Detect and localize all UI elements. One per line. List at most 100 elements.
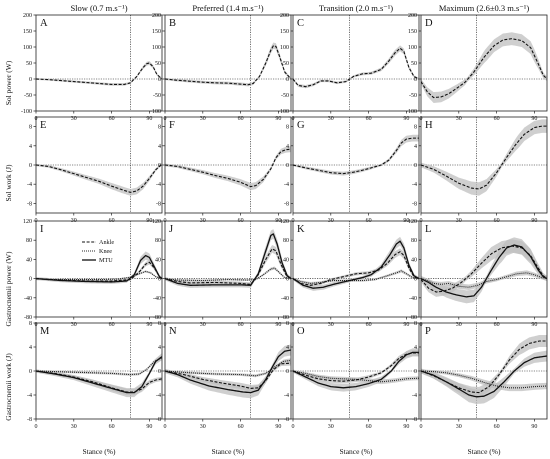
x-tick-label: 60 xyxy=(238,424,244,430)
panel-e: -8 -4 0 4 8 0 30 60 90 E xyxy=(27,116,163,224)
series-line-ankle xyxy=(165,148,291,188)
x-label-slow: Stance (%) xyxy=(82,447,116,456)
y-tick-label: -8 xyxy=(27,417,32,423)
y-tick-label: 0 xyxy=(414,369,417,375)
x-label-transition: Stance (%) xyxy=(339,447,373,456)
panel-data xyxy=(36,221,162,317)
y-tick-label: -100 xyxy=(278,109,289,115)
y-tick-label: 4 xyxy=(414,345,417,351)
y-tick-label: 4 xyxy=(414,144,417,150)
panel-j: -80 -40 0 40 80 120 0 30 60 90 J xyxy=(152,219,292,328)
panel-o: -8 -4 0 4 8 0 30 60 90 O xyxy=(284,321,420,430)
panel-grid: -100 -50 0 50 100 150 200 0 30 60 90 A -100 -50 0 50 100… xyxy=(21,13,548,430)
y-tick-label: 80 xyxy=(155,238,161,244)
sd-band-ankle xyxy=(421,239,547,297)
y-label-gastrocnemii-power: Gastrocnemii power (W) xyxy=(4,251,13,326)
y-tick-label: 8 xyxy=(286,321,289,327)
x-tick-label: 60 xyxy=(109,322,115,328)
sd-band-mtu xyxy=(421,350,547,404)
y-tick-label: 40 xyxy=(411,257,417,263)
sd-band-mtu xyxy=(165,344,291,399)
x-tick-label: 30 xyxy=(456,116,462,122)
sd-band-ankle xyxy=(421,32,547,104)
sd-band-knee xyxy=(293,269,419,285)
x-tick-label: 60 xyxy=(494,116,500,122)
y-tick-label: 50 xyxy=(411,61,417,67)
panel-i: -80 -40 0 40 80 120 0 30 60 90 I xyxy=(23,219,163,328)
panel-g: -8 -4 0 4 8 0 30 60 90 G xyxy=(284,116,420,224)
y-tick-label: 0 xyxy=(29,277,32,283)
y-tick-label: 120 xyxy=(280,219,289,225)
panel-n: -8 -4 0 4 8 0 30 60 90 N xyxy=(156,321,292,430)
column-title-preferred: Preferred (1.4 m.s⁻¹) xyxy=(192,3,263,13)
y-tick-label: 0 xyxy=(158,369,161,375)
x-tick-label: 30 xyxy=(328,424,334,430)
y-tick-label: -8 xyxy=(284,417,289,423)
legend-label-knee: Knee xyxy=(99,248,112,255)
x-tick-label: 90 xyxy=(403,424,409,430)
y-tick-label: 0 xyxy=(414,77,417,83)
sd-band-mtu xyxy=(165,229,291,288)
column-titles: Slow (0.7 m.s⁻¹) Preferred (1.4 m.s⁻¹) T… xyxy=(70,3,529,13)
y-tick-label: 80 xyxy=(283,238,289,244)
sd-band-knee xyxy=(165,266,291,282)
x-tick-label: 90 xyxy=(403,116,409,122)
x-tick-label: 30 xyxy=(456,322,462,328)
x-tick-label: 60 xyxy=(366,322,372,328)
y-tick-label: -8 xyxy=(412,417,417,423)
panel-letter: P xyxy=(425,326,431,337)
y-tick-label: 0 xyxy=(286,163,289,169)
y-tick-label: 120 xyxy=(408,219,417,225)
series-line-ankle xyxy=(165,248,291,285)
panel-data xyxy=(36,323,162,419)
series-line-ankle xyxy=(293,47,419,88)
y-tick-label: -4 xyxy=(27,393,32,399)
y-tick-label: 100 xyxy=(23,45,32,51)
x-tick-label: 90 xyxy=(531,116,537,122)
y-tick-label: 0 xyxy=(414,277,417,283)
y-tick-label: 150 xyxy=(280,29,289,35)
sd-band-ankle xyxy=(36,162,162,196)
series-line-ankle xyxy=(165,362,291,389)
panel-data xyxy=(421,117,547,213)
series-line-mtu xyxy=(165,233,291,286)
x-tick-label: 90 xyxy=(275,322,281,328)
x-tick-label: 60 xyxy=(494,322,500,328)
y-tick-label: -40 xyxy=(409,296,417,302)
sd-band-mtu xyxy=(421,237,547,304)
x-tick-label: 30 xyxy=(200,116,206,122)
y-tick-label: 8 xyxy=(414,321,417,327)
panel-data xyxy=(421,15,547,111)
y-tick-label: -80 xyxy=(24,315,32,321)
y-tick-label: 100 xyxy=(152,45,161,51)
panel-frame xyxy=(164,14,292,112)
y-tick-label: 0 xyxy=(29,77,32,83)
y-label-sol-power: Sol power (W) xyxy=(4,60,13,105)
panel-frame xyxy=(35,14,163,112)
y-tick-label: 40 xyxy=(155,257,161,263)
panel-letter: D xyxy=(425,18,433,29)
y-tick-label: 8 xyxy=(286,125,289,131)
x-tick-label: 30 xyxy=(456,424,462,430)
x-tick-label: 0 xyxy=(420,424,423,430)
panel-frame xyxy=(292,14,420,112)
panel-letter: G xyxy=(297,120,305,131)
y-label-gastrocnemii-work: Gastrocnemii work (J) xyxy=(4,353,13,421)
x-tick-label: 60 xyxy=(366,424,372,430)
y-tick-label: 0 xyxy=(158,163,161,169)
panel-letter: N xyxy=(169,326,177,337)
panel-letter: F xyxy=(169,120,175,131)
sd-band-ankle xyxy=(165,146,291,191)
y-tick-label: 80 xyxy=(26,238,32,244)
panel-letter: C xyxy=(297,18,304,29)
y-tick-label: 4 xyxy=(29,345,32,351)
y-tick-label: 0 xyxy=(286,77,289,83)
x-tick-label: 90 xyxy=(146,322,152,328)
sd-band-knee xyxy=(36,355,162,376)
y-tick-label: -4 xyxy=(156,182,161,188)
x-tick-label: 30 xyxy=(200,424,206,430)
panel-data xyxy=(165,323,291,419)
x-tick-label: 90 xyxy=(275,424,281,430)
y-tick-label: 40 xyxy=(283,257,289,263)
